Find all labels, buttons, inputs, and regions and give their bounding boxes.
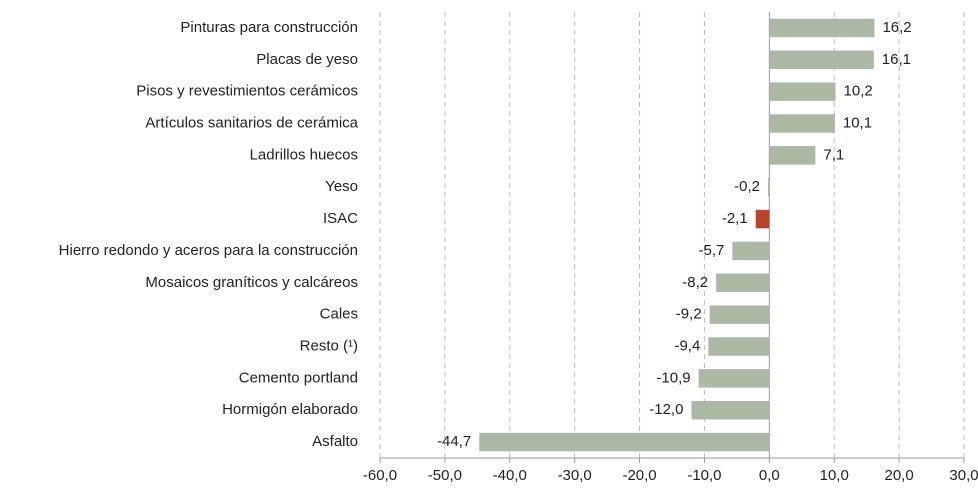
value-label: 7,1	[823, 146, 844, 163]
bar	[755, 209, 770, 229]
y-tick-label: Resto (¹)	[300, 337, 358, 354]
value-label: -9,2	[676, 306, 702, 323]
y-tick-label: Pisos y revestimientos cerámicos	[136, 83, 358, 100]
bar	[479, 432, 770, 452]
y-tick-label: Mosaicos graníticos y calcáreos	[145, 274, 358, 291]
value-label: 10,1	[843, 114, 872, 131]
y-tick-label: Artículos sanitarios de cerámica	[145, 114, 358, 131]
x-tick-label: 20,0	[885, 467, 914, 484]
bar	[769, 82, 836, 101]
y-tick-label: Pinturas para construcción	[180, 19, 358, 36]
y-tick-label: Cemento portland	[239, 369, 358, 386]
x-tick-label: 10,0	[820, 467, 849, 484]
bar	[716, 273, 770, 293]
x-tick-label: -10,0	[687, 467, 721, 484]
bar	[698, 369, 770, 388]
y-tick-label: Asfalto	[312, 433, 358, 450]
value-label: 10,2	[844, 83, 873, 100]
y-tick-label: Hierro redondo y aceros para la construc…	[59, 242, 358, 259]
x-tick-label: 0,0	[759, 467, 780, 484]
bar	[732, 241, 770, 261]
bar	[769, 146, 816, 165]
bar	[769, 114, 835, 133]
value-label: -0,2	[734, 178, 760, 195]
value-label: -44,7	[437, 433, 471, 450]
bar	[769, 50, 874, 70]
value-label: 16,1	[882, 51, 911, 68]
value-label: -5,7	[698, 242, 724, 259]
value-label: -9,4	[674, 337, 700, 354]
y-tick-label: ISAC	[323, 210, 358, 227]
bar	[708, 337, 770, 356]
x-tick-label: -50,0	[428, 467, 462, 484]
x-tick-label: -20,0	[622, 467, 656, 484]
value-label: -10,9	[656, 369, 690, 386]
bar	[709, 305, 770, 324]
y-tick-label: Placas de yeso	[256, 51, 358, 68]
value-label: -2,1	[722, 210, 748, 227]
y-tick-label: Hormigón elaborado	[222, 401, 358, 418]
y-tick-label: Yeso	[325, 178, 358, 195]
x-tick-label: -30,0	[558, 467, 592, 484]
bar	[691, 400, 770, 420]
value-label: 16,2	[882, 19, 911, 36]
bar	[769, 18, 875, 38]
y-tick-label: Ladrillos huecos	[250, 146, 358, 163]
value-label: -12,0	[649, 401, 683, 418]
value-label: -8,2	[682, 274, 708, 291]
y-tick-label: Cales	[320, 306, 358, 323]
x-tick-label: 30,0	[949, 467, 978, 484]
bar	[768, 177, 770, 197]
x-tick-label: -60,0	[363, 467, 397, 484]
x-tick-label: -40,0	[493, 467, 527, 484]
